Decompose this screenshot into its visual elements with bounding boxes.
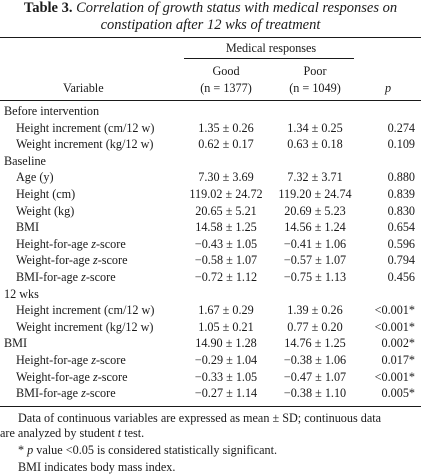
good-cell: −0.27 ± 1.14	[194, 386, 258, 401]
section-label: Baseline	[4, 153, 46, 168]
header-good: Good	[212, 64, 240, 78]
good-cell: −0.72 ± 1.12	[194, 270, 258, 284]
good-cell: 14.58 ± 1.25	[195, 220, 257, 235]
poor-cell: −0.38 ± 1.06	[283, 353, 347, 367]
poor-cell: 1.39 ± 0.26	[287, 303, 343, 318]
poor-cell: 0.77 ± 0.20	[287, 319, 343, 334]
poor-cell: 119.20 ± 24.74	[278, 187, 352, 201]
p-value-cell: 0.005*	[381, 386, 415, 401]
poor-cell: −0.47 ± 1.07	[283, 369, 347, 384]
good-cell: 0.62 ± 0.17	[198, 137, 254, 152]
header-p: p	[385, 81, 392, 95]
section-label: 12 wks	[4, 286, 39, 301]
good-cell: 7.30 ± 3.69	[198, 170, 254, 185]
good-cell: −0.33 ± 1.05	[194, 369, 258, 384]
footnote-data-line-1: Data of continuous variables are express…	[18, 411, 382, 425]
poor-cell: 0.63 ± 0.18	[287, 137, 343, 152]
row-label: Weight-for-age z-score	[16, 369, 128, 384]
poor-cell: −0.38 ± 1.10	[283, 386, 347, 401]
row-label: Height-for-age z-score	[16, 236, 126, 251]
poor-cell: 14.56 ± 1.24	[284, 220, 346, 235]
footnote-data-line-2-text: are analyzed by student t test.	[0, 426, 145, 440]
section-label: BMI	[4, 336, 28, 351]
header-variable: Variable	[63, 81, 104, 95]
p-value-cell: <0.001*	[374, 369, 415, 384]
p-value-cell: 0.274	[387, 120, 415, 135]
p-value-cell: 0.794	[387, 253, 415, 268]
good-cell: 119.02 ± 24.72	[189, 187, 263, 201]
header-group: Medical responses	[225, 41, 317, 55]
good-cell: 1.05 ± 0.21	[198, 319, 254, 334]
poor-cell: −0.41 ± 1.06	[283, 236, 347, 251]
row-label: Weight (kg)	[16, 203, 75, 218]
good-cell: 1.67 ± 0.29	[198, 303, 254, 318]
good-cell: −0.58 ± 1.07	[194, 253, 258, 268]
footnote-bmi: BMI indicates body mass index.	[18, 460, 176, 474]
row-label: Height increment (cm/12 w)	[16, 120, 155, 135]
poor-cell: 20.69 ± 5.23	[284, 203, 346, 218]
footnote-data-line-2: are analyzed by student t test.	[0, 426, 144, 440]
section-label: Before intervention	[4, 104, 100, 118]
row-label: Weight-for-age z-score	[16, 253, 128, 268]
p-value-cell: 0.456	[387, 270, 415, 284]
bottom-rule	[0, 406, 421, 408]
p-value-cell: 0.596	[387, 236, 415, 251]
group-underline	[184, 58, 354, 59]
poor-cell: 14.76 ± 1.25	[284, 336, 346, 351]
p-value-cell: 0.002*	[381, 336, 415, 351]
poor-cell: −0.75 ± 1.13	[283, 270, 347, 284]
row-label: Height increment (cm/12 w)	[16, 303, 155, 318]
good-cell: 14.90 ± 1.28	[195, 336, 257, 351]
p-value-cell: 0.109	[387, 137, 415, 152]
poor-cell: −0.57 ± 1.07	[283, 253, 347, 268]
caption-line-1: Table 3. Correlation of growth status wi…	[0, 0, 421, 17]
poor-cell: 7.32 ± 3.71	[287, 170, 343, 185]
p-value-cell: 0.017*	[381, 353, 415, 367]
good-cell: 20.65 ± 5.21	[195, 203, 257, 218]
p-value-cell: <0.001*	[374, 319, 415, 334]
table-number: Table 3.	[23, 0, 73, 16]
footnote-significance: * p value <0.05 is considered statistica…	[18, 443, 278, 457]
p-value-cell: <0.001*	[374, 303, 415, 318]
table-caption: Table 3. Correlation of growth status wi…	[0, 0, 421, 34]
header-poor: Poor	[303, 64, 327, 78]
header-good-n: (n = 1377)	[200, 81, 252, 95]
row-label: Height-for-age z-score	[16, 353, 126, 367]
row-label: Weight increment (kg/12 w)	[16, 137, 154, 152]
top-rule	[0, 37, 421, 39]
header-rule	[0, 100, 421, 101]
row-label: Height (cm)	[16, 187, 76, 201]
table-title-line-1: Correlation of growth status with medica…	[76, 0, 398, 16]
good-cell: −0.43 ± 1.05	[194, 236, 258, 251]
p-value-cell: 0.830	[387, 203, 415, 218]
row-label: BMI-for-age z-score	[16, 270, 116, 284]
row-label: Weight increment (kg/12 w)	[16, 319, 154, 334]
p-value-cell: 0.880	[387, 170, 415, 185]
p-value-cell: 0.839	[387, 187, 415, 201]
header-poor-n: (n = 1049)	[289, 81, 341, 95]
table-title-line-2: constipation after 12 wks of treatment	[100, 17, 321, 33]
row-label: Age (y)	[16, 170, 54, 185]
row-label: BMI-for-age z-score	[16, 386, 116, 401]
good-cell: −0.29 ± 1.04	[194, 353, 258, 367]
p-value-cell: 0.654	[387, 220, 415, 235]
good-cell: 1.35 ± 0.26	[198, 120, 254, 135]
row-label: BMI	[16, 220, 40, 235]
poor-cell: 1.34 ± 0.25	[287, 120, 343, 135]
